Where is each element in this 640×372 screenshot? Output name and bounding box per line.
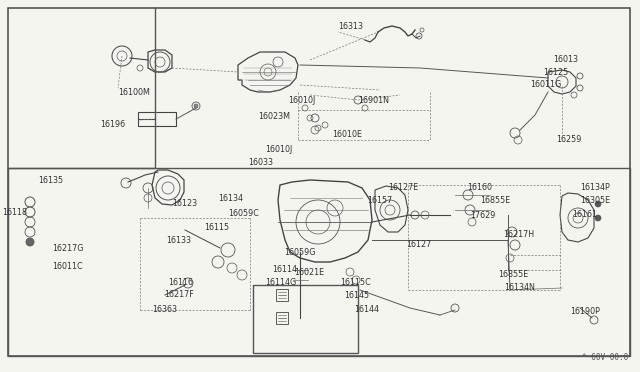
Text: 16313: 16313 xyxy=(338,22,363,31)
Text: 16059C: 16059C xyxy=(228,209,259,218)
Circle shape xyxy=(194,104,198,108)
Text: 16021E: 16021E xyxy=(294,268,324,277)
Circle shape xyxy=(595,201,601,207)
Text: 16196: 16196 xyxy=(100,120,125,129)
Bar xyxy=(253,285,358,353)
Text: 16100M: 16100M xyxy=(118,88,150,97)
Text: 16217F: 16217F xyxy=(164,290,194,299)
Text: 16217G: 16217G xyxy=(52,244,83,253)
Text: 16114G: 16114G xyxy=(265,278,296,287)
Text: ^ 60V 00:0: ^ 60V 00:0 xyxy=(582,353,628,362)
Text: 16010E: 16010E xyxy=(332,130,362,139)
Text: 16133: 16133 xyxy=(166,236,191,245)
Text: 16127: 16127 xyxy=(406,240,431,249)
Text: 16190P: 16190P xyxy=(570,307,600,316)
Text: 16901N: 16901N xyxy=(358,96,389,105)
Text: 16033: 16033 xyxy=(248,158,273,167)
Bar xyxy=(276,289,288,301)
Text: 16855E: 16855E xyxy=(498,270,528,279)
Text: 16115C: 16115C xyxy=(340,278,371,287)
Text: 16011C: 16011C xyxy=(52,262,83,271)
Text: 16157: 16157 xyxy=(367,196,392,205)
Text: 16010J: 16010J xyxy=(288,96,316,105)
Text: 16011G: 16011G xyxy=(530,80,561,89)
Text: 16855E: 16855E xyxy=(480,196,510,205)
Text: 16160: 16160 xyxy=(467,183,492,192)
Text: 16123: 16123 xyxy=(172,199,197,208)
Text: 16125: 16125 xyxy=(543,68,568,77)
Bar xyxy=(276,312,288,324)
Text: 16013: 16013 xyxy=(553,55,578,64)
Text: 16010J: 16010J xyxy=(265,145,292,154)
Circle shape xyxy=(595,215,601,221)
Text: 16114: 16114 xyxy=(272,265,297,274)
Text: 16305E: 16305E xyxy=(580,196,610,205)
Text: 16127E: 16127E xyxy=(388,183,419,192)
Text: 16259: 16259 xyxy=(556,135,581,144)
Text: 16161: 16161 xyxy=(572,210,597,219)
Text: 16145: 16145 xyxy=(344,291,369,300)
Bar xyxy=(8,168,630,356)
Text: 16134: 16134 xyxy=(218,194,243,203)
Text: 16135: 16135 xyxy=(38,176,63,185)
Text: 16363: 16363 xyxy=(152,305,177,314)
Text: 17629: 17629 xyxy=(470,211,495,220)
Text: 16059G: 16059G xyxy=(284,248,316,257)
Text: 16116: 16116 xyxy=(168,278,193,287)
Text: 16023M: 16023M xyxy=(258,112,290,121)
Text: 16134N: 16134N xyxy=(504,283,535,292)
Bar xyxy=(138,112,176,126)
Circle shape xyxy=(26,238,34,246)
Text: 16217H: 16217H xyxy=(503,230,534,239)
Text: 16134P: 16134P xyxy=(580,183,610,192)
Text: 16144: 16144 xyxy=(354,305,379,314)
Text: 16118: 16118 xyxy=(2,208,27,217)
Text: 16115: 16115 xyxy=(204,223,229,232)
